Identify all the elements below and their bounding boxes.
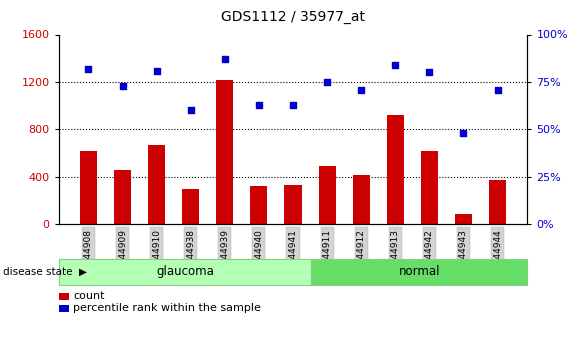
Point: [220, 57, 230, 62]
Text: glaucoma: glaucoma: [156, 265, 214, 278]
Bar: [387, 115, 404, 224]
Bar: [455, 214, 472, 224]
Point: [322, 79, 332, 85]
Point: [425, 70, 434, 75]
Text: GDS1112 / 35977_at: GDS1112 / 35977_at: [221, 10, 365, 24]
Bar: [250, 186, 267, 224]
Bar: [216, 80, 233, 224]
Bar: [489, 180, 506, 224]
Point: [288, 102, 298, 108]
Bar: [353, 175, 370, 224]
Bar: [421, 151, 438, 224]
Bar: [182, 189, 199, 224]
Point: [493, 87, 502, 92]
Point: [391, 62, 400, 68]
Point: [186, 108, 195, 113]
Bar: [148, 145, 165, 224]
Text: disease state  ▶: disease state ▶: [3, 267, 87, 277]
Point: [254, 102, 264, 108]
Point: [459, 130, 468, 136]
Bar: [80, 151, 97, 224]
Bar: [114, 170, 131, 224]
Bar: [319, 166, 336, 224]
Bar: [284, 185, 302, 224]
Text: normal: normal: [398, 265, 440, 278]
Point: [152, 68, 161, 73]
Text: percentile rank within the sample: percentile rank within the sample: [73, 304, 261, 313]
Text: count: count: [73, 292, 105, 301]
Point: [84, 66, 93, 71]
Point: [118, 83, 127, 89]
Point: [356, 87, 366, 92]
